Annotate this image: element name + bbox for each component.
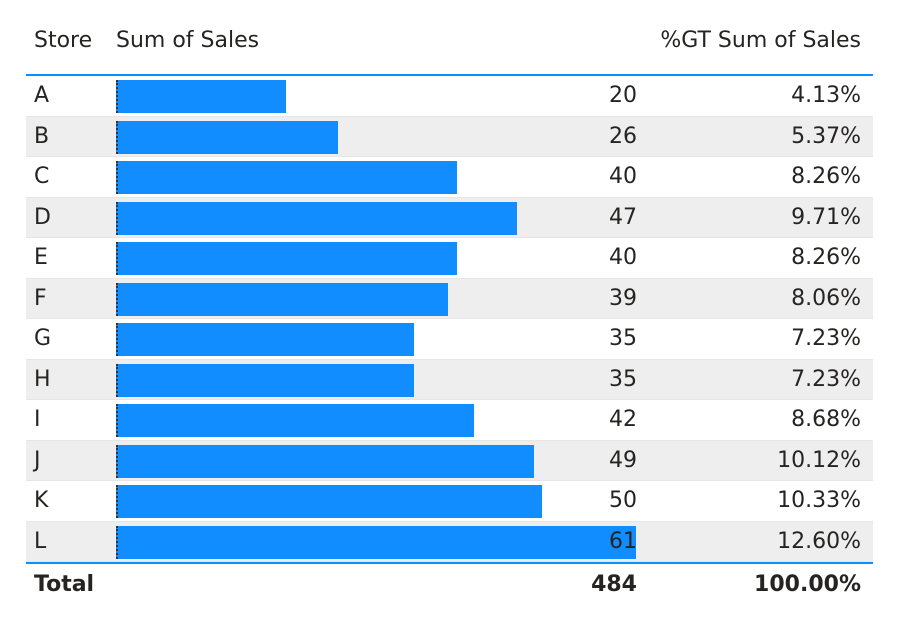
bar-axis-line bbox=[116, 525, 118, 559]
sales-bar bbox=[116, 161, 457, 194]
sales-value-cell: 42 bbox=[609, 407, 637, 432]
total-row: Total 484 100.00% bbox=[26, 562, 873, 608]
bar-area bbox=[116, 525, 636, 559]
store-cell: I bbox=[34, 407, 41, 432]
bar-area bbox=[116, 485, 636, 518]
store-cell: C bbox=[34, 164, 50, 189]
bar-area bbox=[116, 161, 636, 194]
table-row[interactable]: K 50 10.33% bbox=[26, 481, 873, 522]
bar-axis-line bbox=[116, 161, 118, 194]
sales-bar bbox=[116, 485, 543, 518]
table-row[interactable]: D 47 9.71% bbox=[26, 197, 873, 238]
bar-axis-line bbox=[116, 80, 118, 113]
table-row[interactable]: A 20 4.13% bbox=[26, 76, 873, 117]
column-header-sum-of-sales[interactable]: Sum of Sales bbox=[116, 28, 260, 53]
bar-area bbox=[116, 444, 636, 478]
sales-value-cell: 50 bbox=[609, 488, 637, 513]
table-row[interactable]: H 35 7.23% bbox=[26, 359, 873, 400]
pct-value-cell: 9.71% bbox=[791, 204, 861, 230]
sales-bar bbox=[116, 201, 517, 235]
table-row[interactable]: E 40 8.26% bbox=[26, 238, 873, 279]
pct-value-cell: 8.26% bbox=[791, 164, 861, 189]
store-cell: G bbox=[34, 326, 52, 351]
bar-axis-line bbox=[116, 120, 118, 154]
sales-bar bbox=[116, 120, 338, 154]
column-header-store[interactable]: Store bbox=[34, 28, 93, 53]
sales-value-cell: 39 bbox=[609, 285, 637, 311]
sales-value-cell: 20 bbox=[609, 83, 637, 108]
table-row[interactable]: J 49 10.12% bbox=[26, 440, 873, 481]
bar-axis-line bbox=[116, 363, 118, 397]
table-row[interactable]: I 42 8.68% bbox=[26, 400, 873, 441]
bar-area bbox=[116, 323, 636, 356]
sales-table: Store Sum of Sales %GT Sum of Sales A 20 4… bbox=[26, 0, 873, 608]
sales-bar bbox=[116, 404, 475, 437]
pct-value-cell: 4.13% bbox=[791, 83, 861, 108]
total-pct-value: 100.00% bbox=[754, 572, 861, 597]
bar-axis-line bbox=[116, 282, 118, 316]
store-cell: K bbox=[34, 488, 49, 513]
bar-axis-line bbox=[116, 444, 118, 478]
sales-bar bbox=[116, 282, 449, 316]
column-header-pct-gt-sum-of-sales[interactable]: %GT Sum of Sales bbox=[660, 28, 861, 53]
sales-value-cell: 61 bbox=[609, 528, 637, 554]
total-label: Total bbox=[34, 572, 95, 597]
store-cell: E bbox=[34, 245, 48, 270]
table-row[interactable]: C 40 8.26% bbox=[26, 157, 873, 198]
pct-value-cell: 7.23% bbox=[791, 366, 861, 392]
store-cell: F bbox=[34, 285, 47, 311]
pct-value-cell: 8.26% bbox=[791, 245, 861, 270]
bar-area bbox=[116, 363, 636, 397]
bar-axis-line bbox=[116, 323, 118, 356]
bar-area bbox=[116, 242, 636, 275]
sales-bar bbox=[116, 80, 287, 113]
bar-axis-line bbox=[116, 242, 118, 275]
pct-value-cell: 10.33% bbox=[777, 488, 861, 513]
pct-value-cell: 12.60% bbox=[777, 528, 861, 554]
sales-value-cell: 35 bbox=[609, 366, 637, 392]
sales-value-cell: 49 bbox=[609, 447, 637, 473]
sales-bar bbox=[116, 363, 415, 397]
store-cell: H bbox=[34, 366, 51, 392]
bar-area bbox=[116, 404, 636, 437]
pct-value-cell: 8.68% bbox=[791, 407, 861, 432]
sales-value-cell: 35 bbox=[609, 326, 637, 351]
sales-value-cell: 40 bbox=[609, 245, 637, 270]
pct-value-cell: 5.37% bbox=[791, 123, 861, 149]
bar-axis-line bbox=[116, 485, 118, 518]
bar-area bbox=[116, 120, 636, 154]
pct-value-cell: 7.23% bbox=[791, 326, 861, 351]
sales-bar bbox=[116, 323, 415, 356]
pct-value-cell: 8.06% bbox=[791, 285, 861, 311]
table-body: A 20 4.13% B 26 5.37% C 40 8.26% D 47 9.71% E 40 8.26%… bbox=[26, 76, 873, 562]
sales-value-cell: 47 bbox=[609, 204, 637, 230]
table-row[interactable]: L 61 12.60% bbox=[26, 521, 873, 562]
store-cell: A bbox=[34, 83, 50, 108]
pct-value-cell: 10.12% bbox=[777, 447, 861, 473]
total-sales-value: 484 bbox=[591, 572, 637, 597]
sales-value-cell: 40 bbox=[609, 164, 637, 189]
table-row[interactable]: G 35 7.23% bbox=[26, 319, 873, 360]
bar-axis-line bbox=[116, 201, 118, 235]
sales-bar bbox=[116, 525, 636, 559]
sales-bar bbox=[116, 444, 534, 478]
sales-value-cell: 26 bbox=[609, 123, 637, 149]
bar-axis-line bbox=[116, 404, 118, 437]
bar-area bbox=[116, 282, 636, 316]
store-cell: D bbox=[34, 204, 51, 230]
store-cell: L bbox=[34, 528, 47, 554]
table-row[interactable]: B 26 5.37% bbox=[26, 116, 873, 157]
bar-area bbox=[116, 80, 636, 113]
table-row[interactable]: F 39 8.06% bbox=[26, 278, 873, 319]
store-cell: B bbox=[34, 123, 50, 149]
table-header: Store Sum of Sales %GT Sum of Sales bbox=[26, 0, 873, 76]
bar-area bbox=[116, 201, 636, 235]
store-cell: J bbox=[34, 447, 41, 473]
sales-bar bbox=[116, 242, 457, 275]
